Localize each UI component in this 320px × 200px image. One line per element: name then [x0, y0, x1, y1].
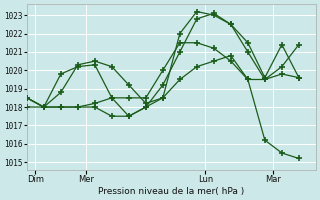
X-axis label: Pression niveau de la mer( hPa ): Pression niveau de la mer( hPa ): [98, 187, 244, 196]
